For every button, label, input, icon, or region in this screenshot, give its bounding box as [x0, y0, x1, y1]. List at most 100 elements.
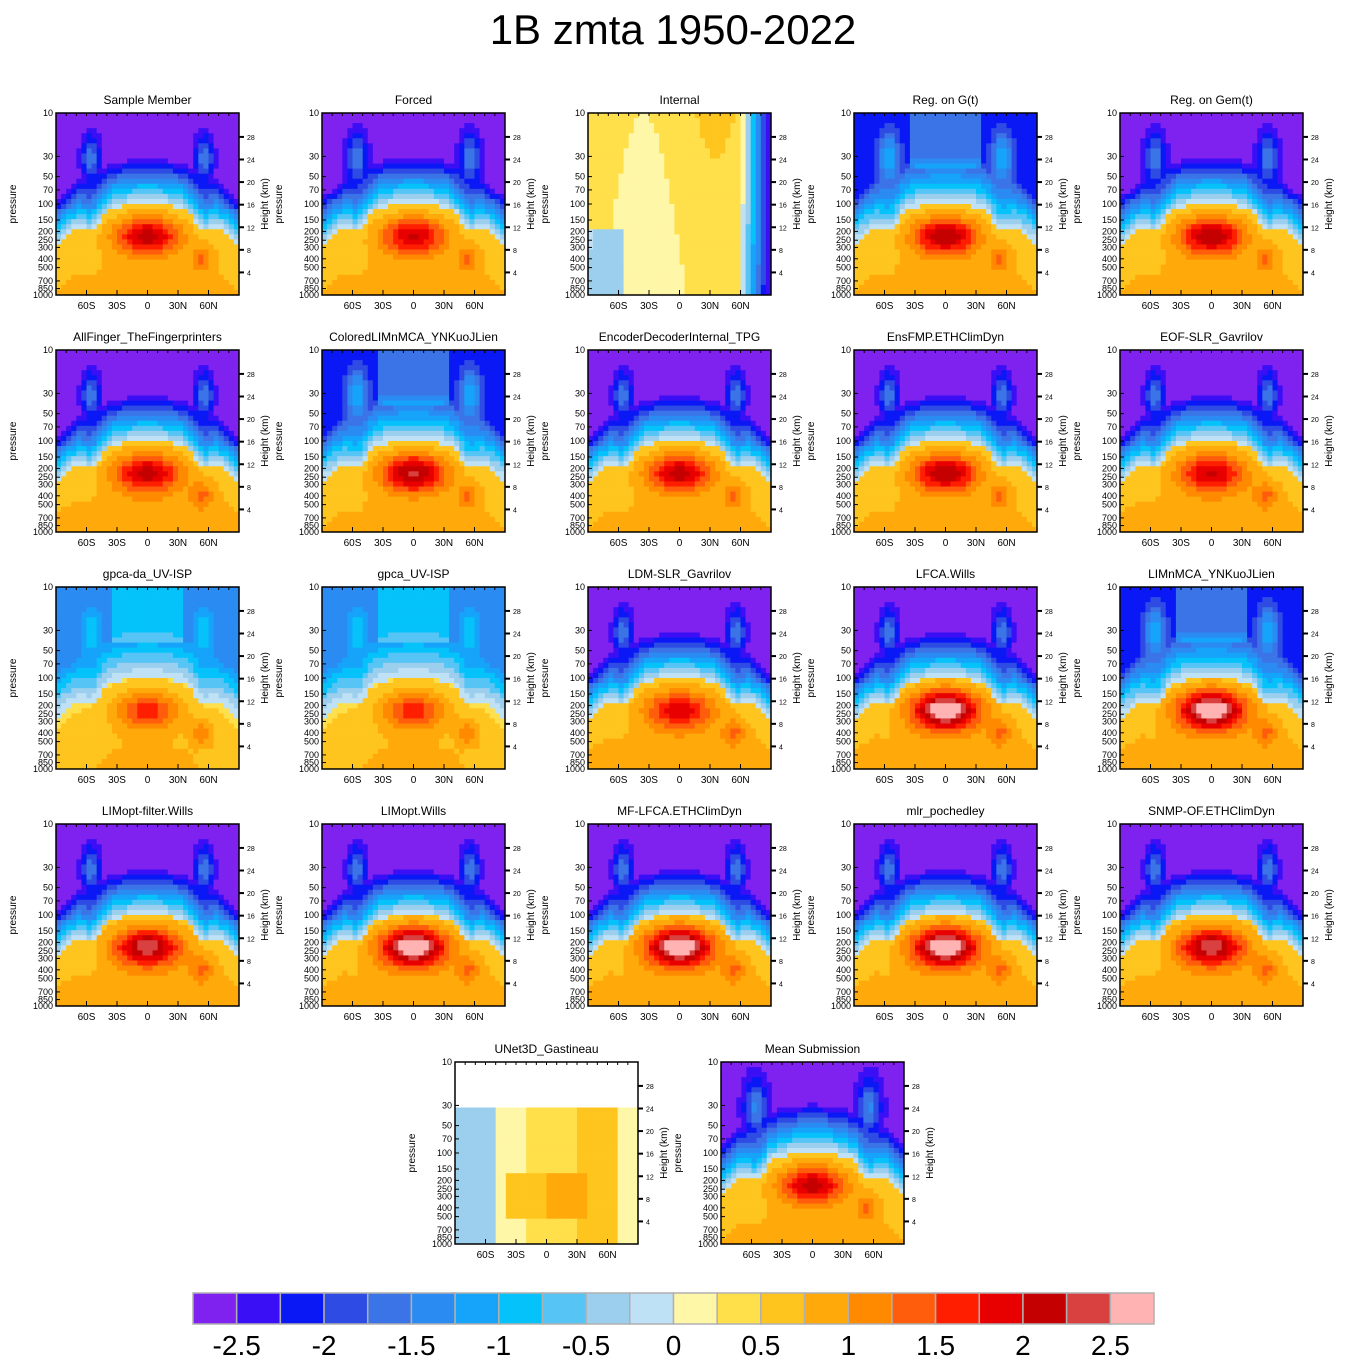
heatmap-cell	[327, 254, 333, 261]
heatmap-cell	[198, 128, 204, 134]
heatmap-cell	[137, 188, 143, 195]
heatmap-cell	[720, 264, 726, 271]
heatmap-cell	[981, 214, 987, 220]
heatmap-cell	[418, 158, 425, 164]
heatmap-cell	[930, 193, 936, 200]
heatmap-cell	[715, 234, 721, 240]
heatmap-cell	[649, 133, 655, 139]
heatmap-cell	[208, 209, 214, 215]
heatmap-cell	[86, 229, 92, 235]
heatmap-cell	[418, 254, 425, 261]
heatmap-cell	[633, 113, 640, 119]
heatmap-cell	[1016, 204, 1023, 210]
heatmap-cell	[720, 143, 726, 149]
heatmap-cell	[464, 153, 470, 159]
heatmap-cell	[970, 209, 977, 215]
heatmap-cell	[925, 178, 931, 185]
heatmap-cell	[755, 259, 762, 266]
heatmap-cell	[223, 269, 230, 276]
heatmap-cell	[669, 123, 675, 129]
heatmap-cell	[499, 198, 506, 205]
heatmap-cell	[884, 143, 890, 149]
heatmap-cell	[869, 138, 875, 144]
heatmap-cell	[322, 178, 328, 185]
heatmap-cell	[91, 274, 98, 281]
heatmap-cell	[183, 158, 189, 164]
heatmap-cell	[398, 229, 404, 235]
heatmap-cell	[854, 198, 860, 205]
heatmap-cell	[874, 153, 880, 159]
heatmap-cell	[638, 209, 645, 215]
heatmap-cell	[393, 214, 399, 220]
heatmap-cell	[96, 209, 103, 215]
heatmap-cell	[71, 214, 77, 220]
heatmap-cell	[408, 158, 414, 164]
heatmap-cell	[444, 163, 450, 170]
heatmap-cell	[704, 158, 711, 164]
heatmap-cell	[730, 188, 736, 195]
heatmap-cell	[122, 168, 128, 175]
heatmap-cell	[654, 163, 660, 170]
height-tick-label: 12	[779, 225, 787, 232]
heatmap-cell	[233, 204, 240, 210]
heatmap-cell	[111, 188, 118, 195]
heatmap-cell	[162, 168, 169, 175]
heatmap-cell	[894, 113, 901, 119]
heatmap-cell	[449, 259, 455, 266]
heatmap-cell	[413, 138, 419, 144]
heatmap-cell	[679, 249, 685, 255]
heatmap-cell	[494, 229, 501, 235]
heatmap-cell	[96, 113, 103, 119]
heatmap-cell	[760, 148, 767, 154]
heatmap-cell	[623, 193, 630, 200]
heatmap-cell	[444, 259, 450, 266]
heatmap-cell	[720, 123, 726, 129]
heatmap-cell	[117, 163, 123, 170]
heatmap-cell	[710, 229, 716, 235]
heatmap-cell	[674, 244, 680, 250]
heatmap-cell	[469, 264, 475, 271]
heatmap-cell	[854, 193, 860, 200]
heatmap-cell	[322, 123, 328, 129]
heatmap-cell	[137, 168, 143, 175]
heatmap-cell	[228, 178, 235, 185]
heatmap-cell	[352, 118, 358, 124]
heatmap-cell	[377, 183, 384, 190]
heatmap-cell	[613, 133, 619, 139]
heatmap-cell	[750, 279, 757, 286]
heatmap-cell	[61, 259, 67, 266]
heatmap-cell	[720, 284, 726, 291]
heatmap-cell	[689, 234, 696, 240]
heatmap-cell	[869, 214, 875, 220]
heatmap-cell	[909, 153, 916, 159]
heatmap-cell	[56, 123, 62, 129]
heatmap-cell	[469, 188, 475, 195]
heatmap-cell	[750, 168, 757, 175]
heatmap-cell	[894, 138, 901, 144]
heatmap-cell	[874, 168, 880, 175]
heatmap-cell	[56, 209, 62, 215]
heatmap-cell	[730, 264, 736, 271]
heatmap-cell	[213, 183, 220, 190]
heatmap-cell	[398, 168, 404, 175]
heatmap-cell	[337, 269, 343, 276]
heatmap-cell	[117, 168, 123, 175]
heatmap-cell	[117, 229, 123, 235]
heatmap-cell	[735, 229, 741, 235]
heatmap-cell	[1026, 229, 1033, 235]
heatmap-cell	[132, 188, 138, 195]
heatmap-cell	[428, 138, 435, 144]
heatmap-cell	[623, 229, 630, 235]
heatmap-cell	[449, 143, 455, 149]
heatmap-cell	[750, 163, 757, 170]
heatmap-cell	[669, 188, 675, 195]
heatmap-cell	[484, 209, 491, 215]
heatmap-cell	[198, 133, 204, 139]
heatmap-cell	[223, 133, 230, 139]
heatmap-cell	[633, 148, 640, 154]
heatmap-cell	[960, 138, 967, 144]
heatmap-cell	[96, 269, 103, 276]
heatmap-cell	[464, 133, 470, 139]
heatmap-cell	[413, 168, 419, 175]
heatmap-cell	[322, 239, 328, 245]
